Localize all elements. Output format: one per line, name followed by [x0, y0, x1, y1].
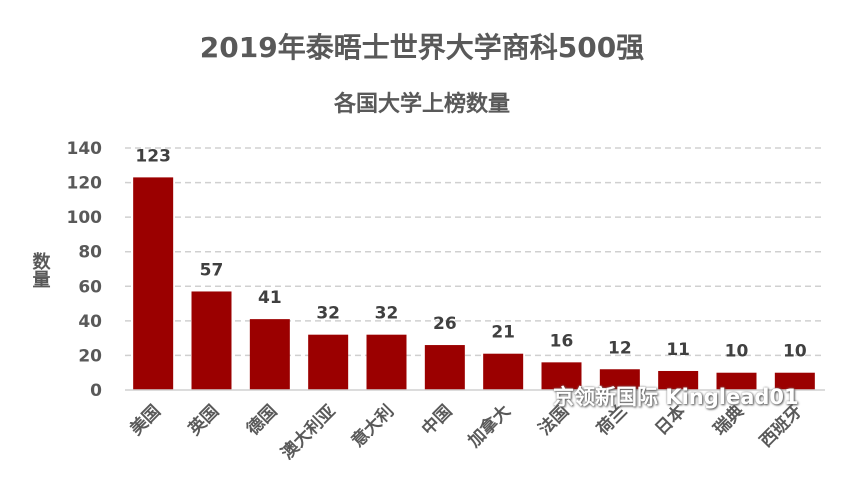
- watermark: 京领新国际 Kinglead01: [553, 385, 799, 409]
- data-label: 11: [666, 340, 690, 360]
- data-label: 21: [491, 323, 515, 343]
- x-tick-label: 加拿大: [463, 401, 515, 453]
- x-tick-label: 美国: [126, 401, 165, 440]
- x-tick-label: 中国: [417, 401, 456, 440]
- bar-美国: [133, 177, 174, 390]
- bar-澳大利亚: [308, 334, 349, 390]
- y-tick-label: 0: [90, 381, 102, 401]
- y-tick-label: 140: [67, 139, 103, 159]
- y-tick-label: 120: [67, 174, 103, 194]
- bar-法国: [541, 362, 582, 390]
- data-label: 123: [135, 146, 171, 166]
- bar-意大利: [366, 334, 407, 390]
- y-tick-label: 80: [78, 243, 102, 263]
- x-tick-label: 英国: [184, 401, 223, 440]
- x-tick-label: 意大利: [347, 401, 398, 452]
- bar-加拿大: [483, 353, 524, 390]
- bar-西班牙: [774, 372, 815, 390]
- data-label: 12: [608, 338, 632, 358]
- data-label: 41: [258, 288, 282, 308]
- bar-英国: [191, 291, 232, 390]
- bar-日本: [658, 370, 699, 390]
- data-label: 57: [200, 260, 224, 280]
- y-axis-label: 数量: [30, 251, 51, 288]
- data-label: 32: [375, 304, 399, 324]
- bar-德国: [249, 319, 290, 390]
- data-label: 26: [433, 314, 457, 334]
- y-tick-label: 40: [78, 312, 102, 332]
- x-tick-label: 澳大利亚: [277, 401, 340, 464]
- bar-中国: [424, 345, 465, 390]
- data-label: 16: [550, 331, 574, 351]
- x-tick-label: 德国: [242, 401, 281, 440]
- chart-subtitle: 各国大学上榜数量: [333, 92, 510, 117]
- bar-瑞典: [716, 372, 757, 390]
- y-tick-label: 60: [78, 277, 102, 297]
- bar-荷兰: [599, 369, 640, 390]
- y-tick-label: 20: [78, 346, 102, 366]
- data-label: 10: [725, 342, 749, 362]
- y-tick-label: 100: [67, 208, 103, 228]
- chart-title: 2019年泰晤士世界大学商科500强: [199, 31, 645, 64]
- data-label: 32: [316, 304, 340, 324]
- data-label: 10: [783, 342, 807, 362]
